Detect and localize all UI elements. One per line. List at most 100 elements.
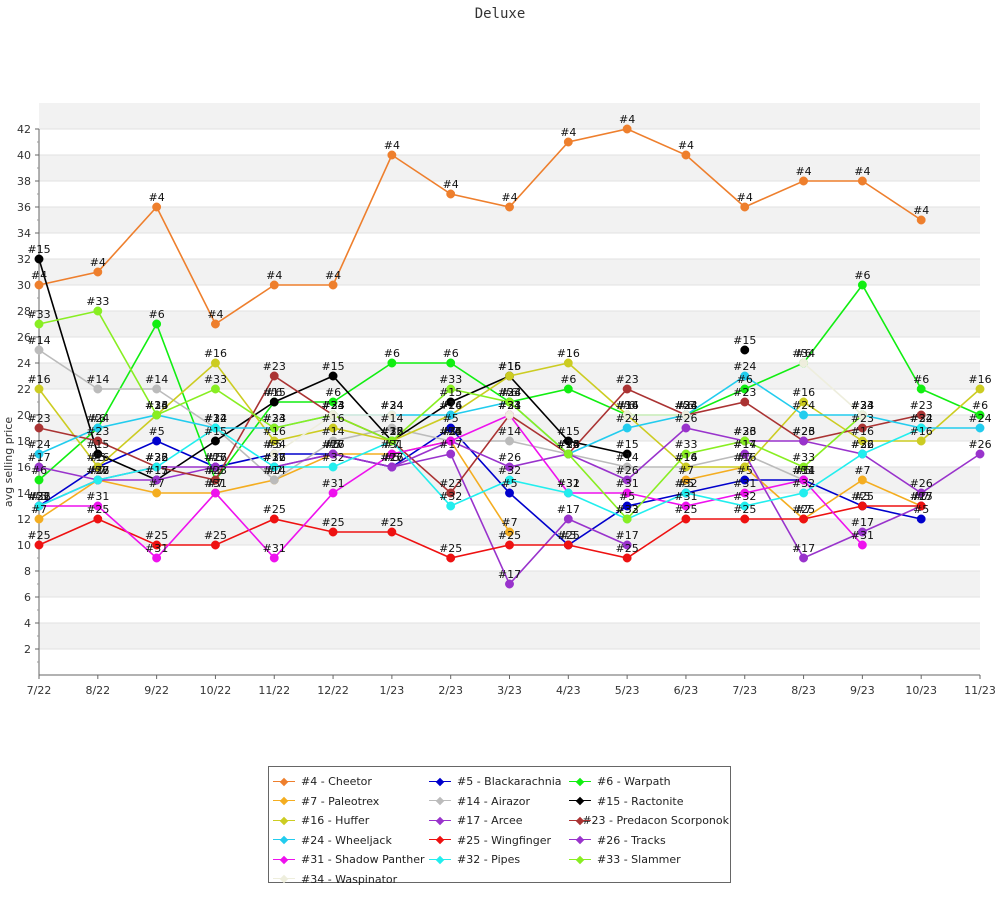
data-point [93,475,103,485]
legend-swatch [429,796,451,806]
data-point [622,462,632,472]
data-label: #23 [145,451,168,464]
data-point [34,319,44,329]
data-label: #24 [321,399,344,412]
data-label: #15 [439,386,462,399]
data-point [93,384,103,394]
data-point [34,423,44,433]
data-point [210,488,220,498]
data-label: #5 [325,438,341,451]
data-label: #4 [31,269,47,282]
legend-swatch [569,855,591,865]
y-tick-label: 18 [17,435,31,448]
data-label: #5 [266,438,282,451]
data-label: #5 [619,490,635,503]
legend-item: #26 - Tracks [569,831,729,851]
plot-band [39,311,980,337]
data-label: #14 [27,334,50,347]
data-label: #17 [733,438,756,451]
data-label: #31 [557,477,580,490]
data-label: #32 [498,464,521,477]
y-tick-label: 2 [24,643,31,656]
data-label: #23 [910,399,933,412]
data-label: #34 [321,399,344,412]
data-label: #24 [380,399,403,412]
data-point [93,267,103,277]
data-label: #24 [968,412,991,425]
data-point [622,449,632,459]
data-label: #26 [968,438,991,451]
data-label: #24 [557,438,580,451]
data-point [387,449,397,459]
data-label: #15 [204,425,227,438]
data-label: #14 [380,412,403,425]
data-label: #17 [792,542,815,555]
data-label: #5 [795,464,811,477]
data-label: #14 [263,464,286,477]
data-label: #23 [439,477,462,490]
data-label: #23 [557,438,580,451]
legend-swatch [429,835,451,845]
data-point [210,384,220,394]
data-label: #26 [498,451,521,464]
data-label: #26 [910,477,933,490]
legend-label: #5 - Blackarachnia [457,775,562,789]
data-point [740,475,750,485]
data-label: #16 [498,360,521,373]
legend-label: #24 - Wheeljack [301,833,392,847]
data-label: #7 [325,438,341,451]
data-point [916,215,926,225]
data-point [622,553,632,563]
data-label: #23 [851,412,874,425]
data-label: #32 [910,412,933,425]
data-label: #32 [616,503,639,516]
legend-item: #24 - Wheeljack [273,831,429,851]
data-label: #33 [86,295,109,308]
data-label: #15 [321,360,344,373]
data-point [328,527,338,537]
data-point [799,436,809,446]
legend-label: #14 - Airazor [457,794,531,808]
data-label: #26 [557,438,580,451]
data-label: #32 [263,451,286,464]
data-label: #6 [913,373,929,386]
x-tick-label: 12/22 [317,684,349,697]
data-label: #23 [321,399,344,412]
data-point [210,423,220,433]
data-point [799,410,809,420]
data-label: #25 [86,503,109,516]
data-point [505,371,514,381]
data-label: #33 [204,373,227,386]
data-label: #33 [263,412,286,425]
data-point [210,462,220,472]
legend-label: #32 - Pipes [457,853,521,867]
data-label: #14 [439,425,462,438]
data-label: #26 [27,490,50,503]
data-point [34,475,44,485]
data-label: #14 [674,451,697,464]
data-point [269,462,279,472]
legend-swatch [429,816,451,826]
legend-item: #5 - Blackarachnia [429,772,569,792]
legend-swatch [273,816,295,826]
data-label: #14 [616,451,639,464]
data-point [563,488,573,498]
data-label: #14 [733,438,756,451]
data-point [681,475,691,485]
data-point [446,384,456,394]
legend-label: #4 - Cheetor [301,775,372,789]
data-point [328,371,338,381]
data-label: #31 [616,477,639,490]
data-point [34,384,44,394]
data-label: #31 [792,464,815,477]
data-label: #31 [439,425,462,438]
data-label: #4 [913,204,929,217]
data-point [857,423,867,433]
data-point [857,449,867,459]
data-label: #32 [27,490,50,503]
data-point [269,436,279,446]
data-label: #33 [616,503,639,516]
data-point [622,488,632,498]
data-point [210,358,220,368]
data-point [681,423,691,433]
